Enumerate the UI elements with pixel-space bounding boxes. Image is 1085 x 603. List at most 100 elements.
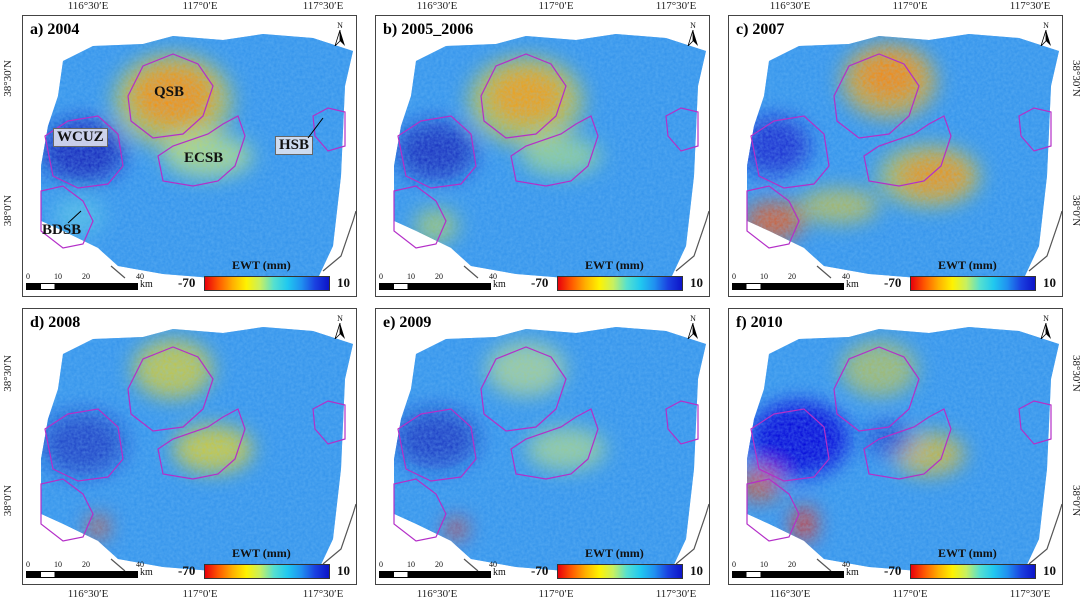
panel-title: d) 2008: [30, 314, 81, 331]
qsb-boundary: [127, 346, 214, 432]
qsb-boundary: [833, 346, 920, 432]
ecsb-boundary: [510, 115, 599, 187]
legend-max: 10: [337, 563, 350, 578]
hsb-boundary: [1018, 400, 1052, 445]
scale-bar: 0 10 20 40 km: [26, 272, 153, 290]
north-arrow-icon: N: [332, 21, 348, 48]
lon-tick: 117°30′E: [655, 588, 697, 600]
lon-tick: 117°30′E: [302, 0, 344, 12]
colorbar-legend: EWT (mm) -70 10: [884, 258, 1056, 292]
legend-title: EWT (mm): [585, 258, 644, 272]
legend-colorbar: [910, 276, 1036, 291]
scale-bar: 0 10 20 40 km: [732, 272, 859, 290]
panel-title: f) 2010: [736, 314, 783, 331]
legend-title: EWT (mm): [585, 546, 644, 560]
north-arrow-icon: N: [685, 314, 701, 341]
colorbar-legend: EWT (mm) -70 10: [178, 546, 350, 580]
map-svg: [729, 327, 1062, 579]
ecsb-boundary: [510, 408, 599, 480]
lon-tick: 117°0′E: [182, 588, 218, 600]
ecsb-boundary: [157, 408, 246, 480]
legend-min: -70: [884, 275, 902, 290]
legend-min: -70: [531, 563, 549, 578]
legend-colorbar: [557, 276, 683, 291]
lon-tick: 117°0′E: [182, 0, 218, 12]
legend-title: EWT (mm): [938, 546, 997, 560]
map-svg: [376, 327, 709, 579]
hsb-label: HSB: [275, 136, 314, 155]
lon-tick: 116°30′E: [769, 588, 811, 600]
lat-tick: 38°0′N: [2, 195, 14, 227]
wcuz-label: WCUZ: [53, 128, 108, 147]
hsb-boundary: [1018, 107, 1052, 152]
lon-tick: 117°0′E: [892, 0, 928, 12]
wcuz-boundary: [397, 408, 477, 482]
scale-bar: 0 10 20 40 km: [732, 560, 859, 578]
scale-bar: 0 10 20 40 km: [379, 272, 506, 290]
hsb-boundary: [665, 400, 699, 445]
legend-colorbar: [204, 276, 330, 291]
wcuz-boundary: [750, 408, 830, 482]
lon-tick: 116°30′E: [67, 588, 109, 600]
legend-colorbar: [557, 564, 683, 579]
lat-tick: 38°30′N: [1070, 60, 1082, 97]
ecsb-label: ECSB: [184, 150, 224, 166]
map-svg: [23, 34, 356, 286]
panel-title: a) 2004: [30, 21, 80, 38]
lon-tick: 117°0′E: [538, 588, 574, 600]
scale-bar: 0 10 20 40 km: [379, 560, 506, 578]
bdsb-boundary: [40, 185, 94, 249]
legend-colorbar: [910, 564, 1036, 579]
map-panel-2007: c) 2007 N EWT (mm) -70 10 0 10 20 40 km: [728, 15, 1063, 297]
lon-tick: 117°30′E: [302, 588, 344, 600]
legend-max: 10: [690, 563, 703, 578]
lat-tick: 38°0′N: [1070, 485, 1082, 517]
qsb-boundary: [127, 53, 214, 139]
lon-tick: 116°30′E: [416, 0, 458, 12]
legend-title: EWT (mm): [938, 258, 997, 272]
bdsb-boundary: [746, 185, 800, 249]
lat-tick: 38°30′N: [2, 60, 14, 97]
map-panel-2005-2006: b) 2005_2006 N EWT (mm) -70 10 0 10 20 40 km: [375, 15, 710, 297]
lon-tick: 117°30′E: [655, 0, 697, 12]
bdsb-label: BDSB: [42, 222, 82, 238]
lon-tick: 116°30′E: [769, 0, 811, 12]
legend-max: 10: [337, 275, 350, 290]
ecsb-boundary: [863, 115, 952, 187]
north-arrow-icon: N: [332, 314, 348, 341]
north-arrow-icon: N: [1038, 21, 1054, 48]
qsb-boundary: [480, 53, 567, 139]
wcuz-boundary: [44, 115, 124, 189]
lon-tick: 117°0′E: [892, 588, 928, 600]
panel-title: c) 2007: [736, 21, 785, 38]
lon-tick: 117°30′E: [1009, 588, 1051, 600]
colorbar-legend: EWT (mm) -70 10: [531, 258, 703, 292]
panel-title: e) 2009: [383, 314, 432, 331]
legend-min: -70: [884, 563, 902, 578]
qsb-boundary: [833, 53, 920, 139]
map-svg: [729, 34, 1062, 286]
ecsb-boundary: [863, 408, 952, 480]
colorbar-legend: EWT (mm) -70 10: [178, 258, 350, 292]
lon-tick: 117°0′E: [538, 0, 574, 12]
map-panel-2010: f) 2010 N EWT (mm) -70 10 0 10 20 40 km: [728, 308, 1063, 585]
scale-bar: 0 10 20 40 km: [26, 560, 153, 578]
panel-title: b) 2005_2006: [383, 21, 474, 38]
legend-max: 10: [1043, 563, 1056, 578]
qsb-boundary: [480, 346, 567, 432]
legend-min: -70: [178, 563, 196, 578]
hsb-boundary: [665, 107, 699, 152]
bdsb-boundary: [393, 478, 447, 542]
bdsb-boundary: [393, 185, 447, 249]
lat-tick: 38°30′N: [1070, 355, 1082, 392]
bdsb-boundary: [40, 478, 94, 542]
colorbar-legend: EWT (mm) -70 10: [884, 546, 1056, 580]
north-arrow-icon: N: [1038, 314, 1054, 341]
lat-tick: 38°30′N: [2, 355, 14, 392]
qsb-label: QSB: [154, 84, 185, 100]
bdsb-boundary: [746, 478, 800, 542]
wcuz-boundary: [44, 408, 124, 482]
wcuz-boundary: [750, 115, 830, 189]
ecsb-boundary: [157, 115, 246, 187]
